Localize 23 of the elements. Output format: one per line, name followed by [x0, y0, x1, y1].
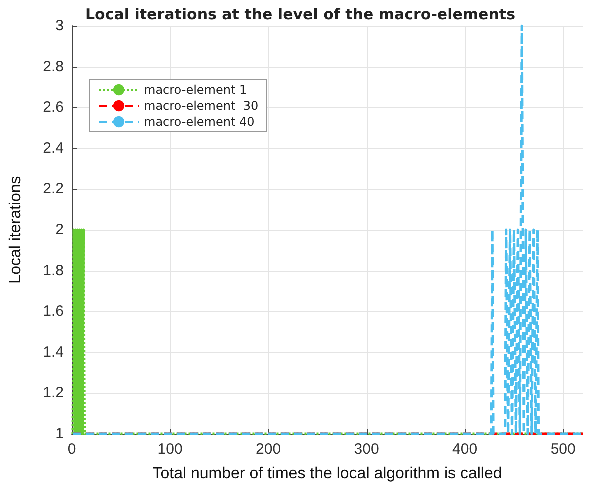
y-axis-title: Local iterations	[8, 176, 24, 284]
y-tick-label: 2.4	[43, 140, 64, 157]
x-tick-label: 200	[256, 441, 282, 458]
y-tick-label: 1.6	[43, 303, 64, 320]
x-tick-label: 400	[452, 441, 478, 458]
x-axis-title: Total number of times the local algorithm is called	[152, 466, 502, 482]
x-tick-label: 100	[158, 441, 183, 458]
y-tick-label: 3	[56, 18, 64, 34]
y-tick-label: 1.2	[43, 384, 64, 402]
legend-label: macro-element 30	[144, 99, 259, 113]
chart-title: Local iterations at the level of the macro-elements	[85, 6, 516, 24]
legend-label: macro-element 1	[144, 83, 248, 97]
x-tick-label: 300	[354, 441, 380, 458]
x-tick-label: 500	[550, 441, 576, 458]
legend-label: macro-element 40	[144, 115, 255, 129]
y-tick-label: 2.2	[43, 180, 64, 198]
x-tick-label: 0	[68, 441, 76, 458]
y-tick-label: 1.8	[43, 262, 64, 280]
y-tick-label: 2.6	[43, 99, 64, 116]
y-tick-label: 2.8	[43, 58, 64, 76]
y-tick-label: 2	[56, 222, 64, 238]
y-tick-label: 1.4	[43, 344, 64, 361]
y-tick-label: 1	[56, 426, 64, 442]
